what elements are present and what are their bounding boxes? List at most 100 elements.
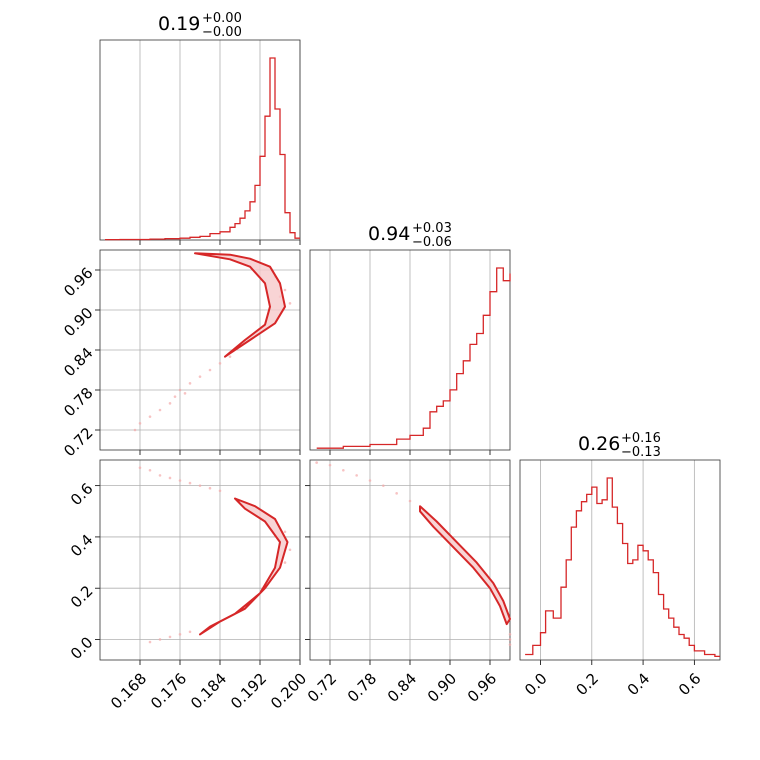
x-tick-label-1: 0.78 bbox=[344, 670, 380, 706]
panel-2-1-axes bbox=[305, 459, 511, 665]
scatter-point bbox=[183, 392, 187, 395]
x-tick-label-2: 0.2 bbox=[572, 670, 602, 700]
scatter-point bbox=[408, 499, 412, 503]
pair-0-2 bbox=[138, 466, 292, 644]
scatter-point bbox=[218, 489, 222, 493]
scatter-point bbox=[395, 492, 398, 495]
title-2-minus: −0.13 bbox=[621, 445, 661, 460]
y-tick-label-1: 0.78 bbox=[60, 384, 96, 420]
pair-1-2 bbox=[315, 461, 512, 646]
scatter-point bbox=[158, 474, 162, 477]
y-tick-label-1: 0.90 bbox=[60, 304, 96, 340]
scatter-point bbox=[178, 388, 182, 392]
y-tick-label-2: 0.2 bbox=[67, 582, 97, 612]
scatter-point bbox=[368, 479, 372, 482]
panel-2-2-axes bbox=[519, 459, 721, 665]
scatter-point bbox=[138, 422, 142, 425]
y-tick-label-2: 0.0 bbox=[67, 633, 97, 663]
y-tick-label-1: 0.72 bbox=[60, 424, 96, 460]
scatter-point bbox=[283, 561, 287, 564]
scatter-point bbox=[198, 484, 202, 487]
y-tick-label-2: 0.4 bbox=[67, 531, 97, 561]
title-1-minus: −0.06 bbox=[412, 235, 452, 250]
title-2-plus: +0.16 bbox=[621, 431, 661, 446]
scatter-point bbox=[188, 630, 192, 634]
title-2-median: 0.26 bbox=[578, 433, 620, 455]
scatter-point bbox=[173, 395, 177, 398]
scatter-point bbox=[355, 474, 358, 477]
panel-1-1-axes bbox=[309, 249, 511, 455]
histogram-1 bbox=[316, 267, 511, 449]
scatter-point bbox=[228, 355, 232, 358]
scatter-point bbox=[148, 468, 152, 472]
scatter-point bbox=[178, 479, 182, 482]
scatter-point bbox=[148, 415, 152, 418]
scatter-point bbox=[315, 461, 318, 464]
title-0-median: 0.19 bbox=[158, 13, 200, 35]
scatter-point bbox=[158, 408, 162, 412]
scatter-point bbox=[168, 635, 172, 639]
scatter-point bbox=[178, 633, 182, 636]
panel-frame bbox=[519, 459, 721, 661]
scatter-point bbox=[218, 362, 222, 365]
scatter-point bbox=[288, 548, 292, 552]
panel-frame bbox=[309, 249, 511, 451]
panel-hist-0: 0.19 +0.00 −0.00 bbox=[158, 11, 242, 40]
panel-hist-2: 0.26 +0.16 −0.13 bbox=[578, 431, 661, 460]
scatter-point bbox=[148, 640, 152, 644]
x-tick-label-1: 0.96 bbox=[464, 670, 500, 706]
scatter-point bbox=[288, 302, 292, 305]
scatter-point bbox=[168, 402, 172, 405]
scatter-point bbox=[188, 481, 192, 485]
x-tick-label-0: 0.192 bbox=[227, 670, 270, 713]
x-tick-label-0: 0.176 bbox=[147, 670, 190, 713]
panel-frame bbox=[99, 39, 301, 241]
panel-hist-1: 0.94 +0.03 −0.06 bbox=[368, 221, 452, 250]
x-tick-label-2: 0.6 bbox=[675, 670, 705, 700]
panel-0-0-axes bbox=[99, 39, 301, 245]
scatter-point bbox=[328, 463, 332, 467]
pair-0-1 bbox=[133, 252, 292, 432]
panel-frame bbox=[99, 459, 301, 661]
scatter-point bbox=[283, 288, 287, 292]
title-1-plus: +0.03 bbox=[412, 221, 452, 236]
scatter-point bbox=[283, 530, 287, 534]
x-tick-label-0: 0.184 bbox=[187, 670, 230, 713]
contour-line bbox=[194, 252, 286, 358]
x-tick-label-1: 0.84 bbox=[384, 670, 420, 706]
title-0-minus: −0.00 bbox=[202, 25, 242, 40]
x-tick-label-2: 0.4 bbox=[624, 670, 654, 700]
y-tick-label-2: 0.6 bbox=[67, 479, 97, 509]
scatter-point bbox=[342, 468, 345, 472]
scatter-point bbox=[133, 428, 137, 432]
scatter-point bbox=[508, 643, 512, 646]
y-tick-label-1: 0.84 bbox=[60, 344, 96, 380]
scatter-point bbox=[198, 375, 202, 378]
x-tick-label-0: 0.168 bbox=[107, 670, 150, 713]
scatter-point bbox=[158, 638, 162, 641]
scatter-point bbox=[208, 368, 212, 372]
contour-fill bbox=[420, 506, 510, 625]
panel-2-0-axes bbox=[95, 459, 301, 665]
x-tick-label-1: 0.72 bbox=[304, 670, 340, 706]
scatter-point bbox=[508, 638, 512, 641]
title-1-median: 0.94 bbox=[368, 223, 410, 245]
x-tick-label-2: 0.0 bbox=[521, 670, 551, 700]
scatter-point bbox=[382, 484, 385, 487]
scatter-point bbox=[188, 382, 192, 385]
histogram-2 bbox=[525, 477, 720, 658]
y-tick-label-1: 0.96 bbox=[60, 264, 96, 300]
panel-frame bbox=[99, 249, 301, 451]
scatter-point bbox=[208, 486, 212, 490]
x-tick-label-0: 0.200 bbox=[267, 670, 310, 713]
histogram-0 bbox=[105, 57, 300, 241]
x-tick-label-1: 0.90 bbox=[424, 670, 460, 706]
scatter-point bbox=[138, 466, 142, 469]
scatter-point bbox=[508, 633, 512, 636]
contour-line bbox=[199, 497, 289, 636]
title-0-plus: +0.00 bbox=[202, 11, 242, 26]
scatter-point bbox=[168, 476, 172, 480]
panel-frame bbox=[309, 459, 511, 661]
